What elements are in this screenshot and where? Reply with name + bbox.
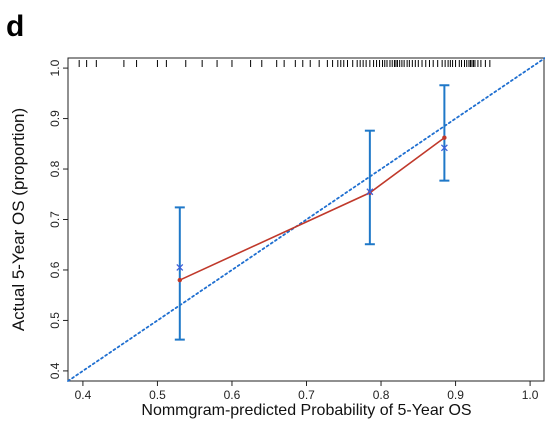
x-tick-label: 0.9: [447, 388, 464, 402]
y-tick-label: 0.4: [48, 362, 62, 379]
reference-line: [67, 57, 545, 382]
predicted-point: [177, 277, 182, 283]
x-tick-label: 0.6: [224, 388, 241, 402]
rug-marks: [78, 60, 491, 67]
y-axis: 0.4 0.5 0.6 0.7 0.8 0.9 1.0: [48, 59, 68, 379]
y-axis-label: Actual 5-Year OS (proportion): [9, 108, 28, 331]
x-tick-label: 0.5: [149, 388, 166, 402]
error-bars: [174, 84, 450, 341]
x-tick-label: 0.7: [298, 388, 315, 402]
predicted-point: [442, 135, 447, 140]
y-tick-label: 0.5: [48, 312, 62, 329]
y-tick-label: 0.7: [48, 211, 62, 228]
predicted-point: [367, 190, 373, 195]
observed-point: [366, 188, 374, 196]
reference-line-group: [67, 57, 545, 382]
y-tick-label: 0.9: [48, 110, 62, 127]
x-axis: 0.4 0.5 0.6 0.7 0.8 0.9 1.0: [75, 381, 539, 402]
predicted-line: [179, 137, 445, 281]
x-tick-label: 0.4: [75, 388, 92, 402]
observed-point: [440, 144, 448, 152]
series-group: [176, 135, 448, 283]
y-tick-label: 0.8: [48, 160, 62, 177]
panel-label: d: [6, 10, 24, 43]
x-tick-label: 0.8: [373, 388, 390, 402]
y-tick-label: 0.6: [48, 261, 62, 278]
y-tick-label: 1.0: [48, 59, 62, 76]
x-axis-label: Nommgram-predicted Probability of 5-Year…: [141, 402, 471, 419]
observed-point: [176, 263, 184, 271]
x-tick-label: 1.0: [522, 388, 539, 402]
